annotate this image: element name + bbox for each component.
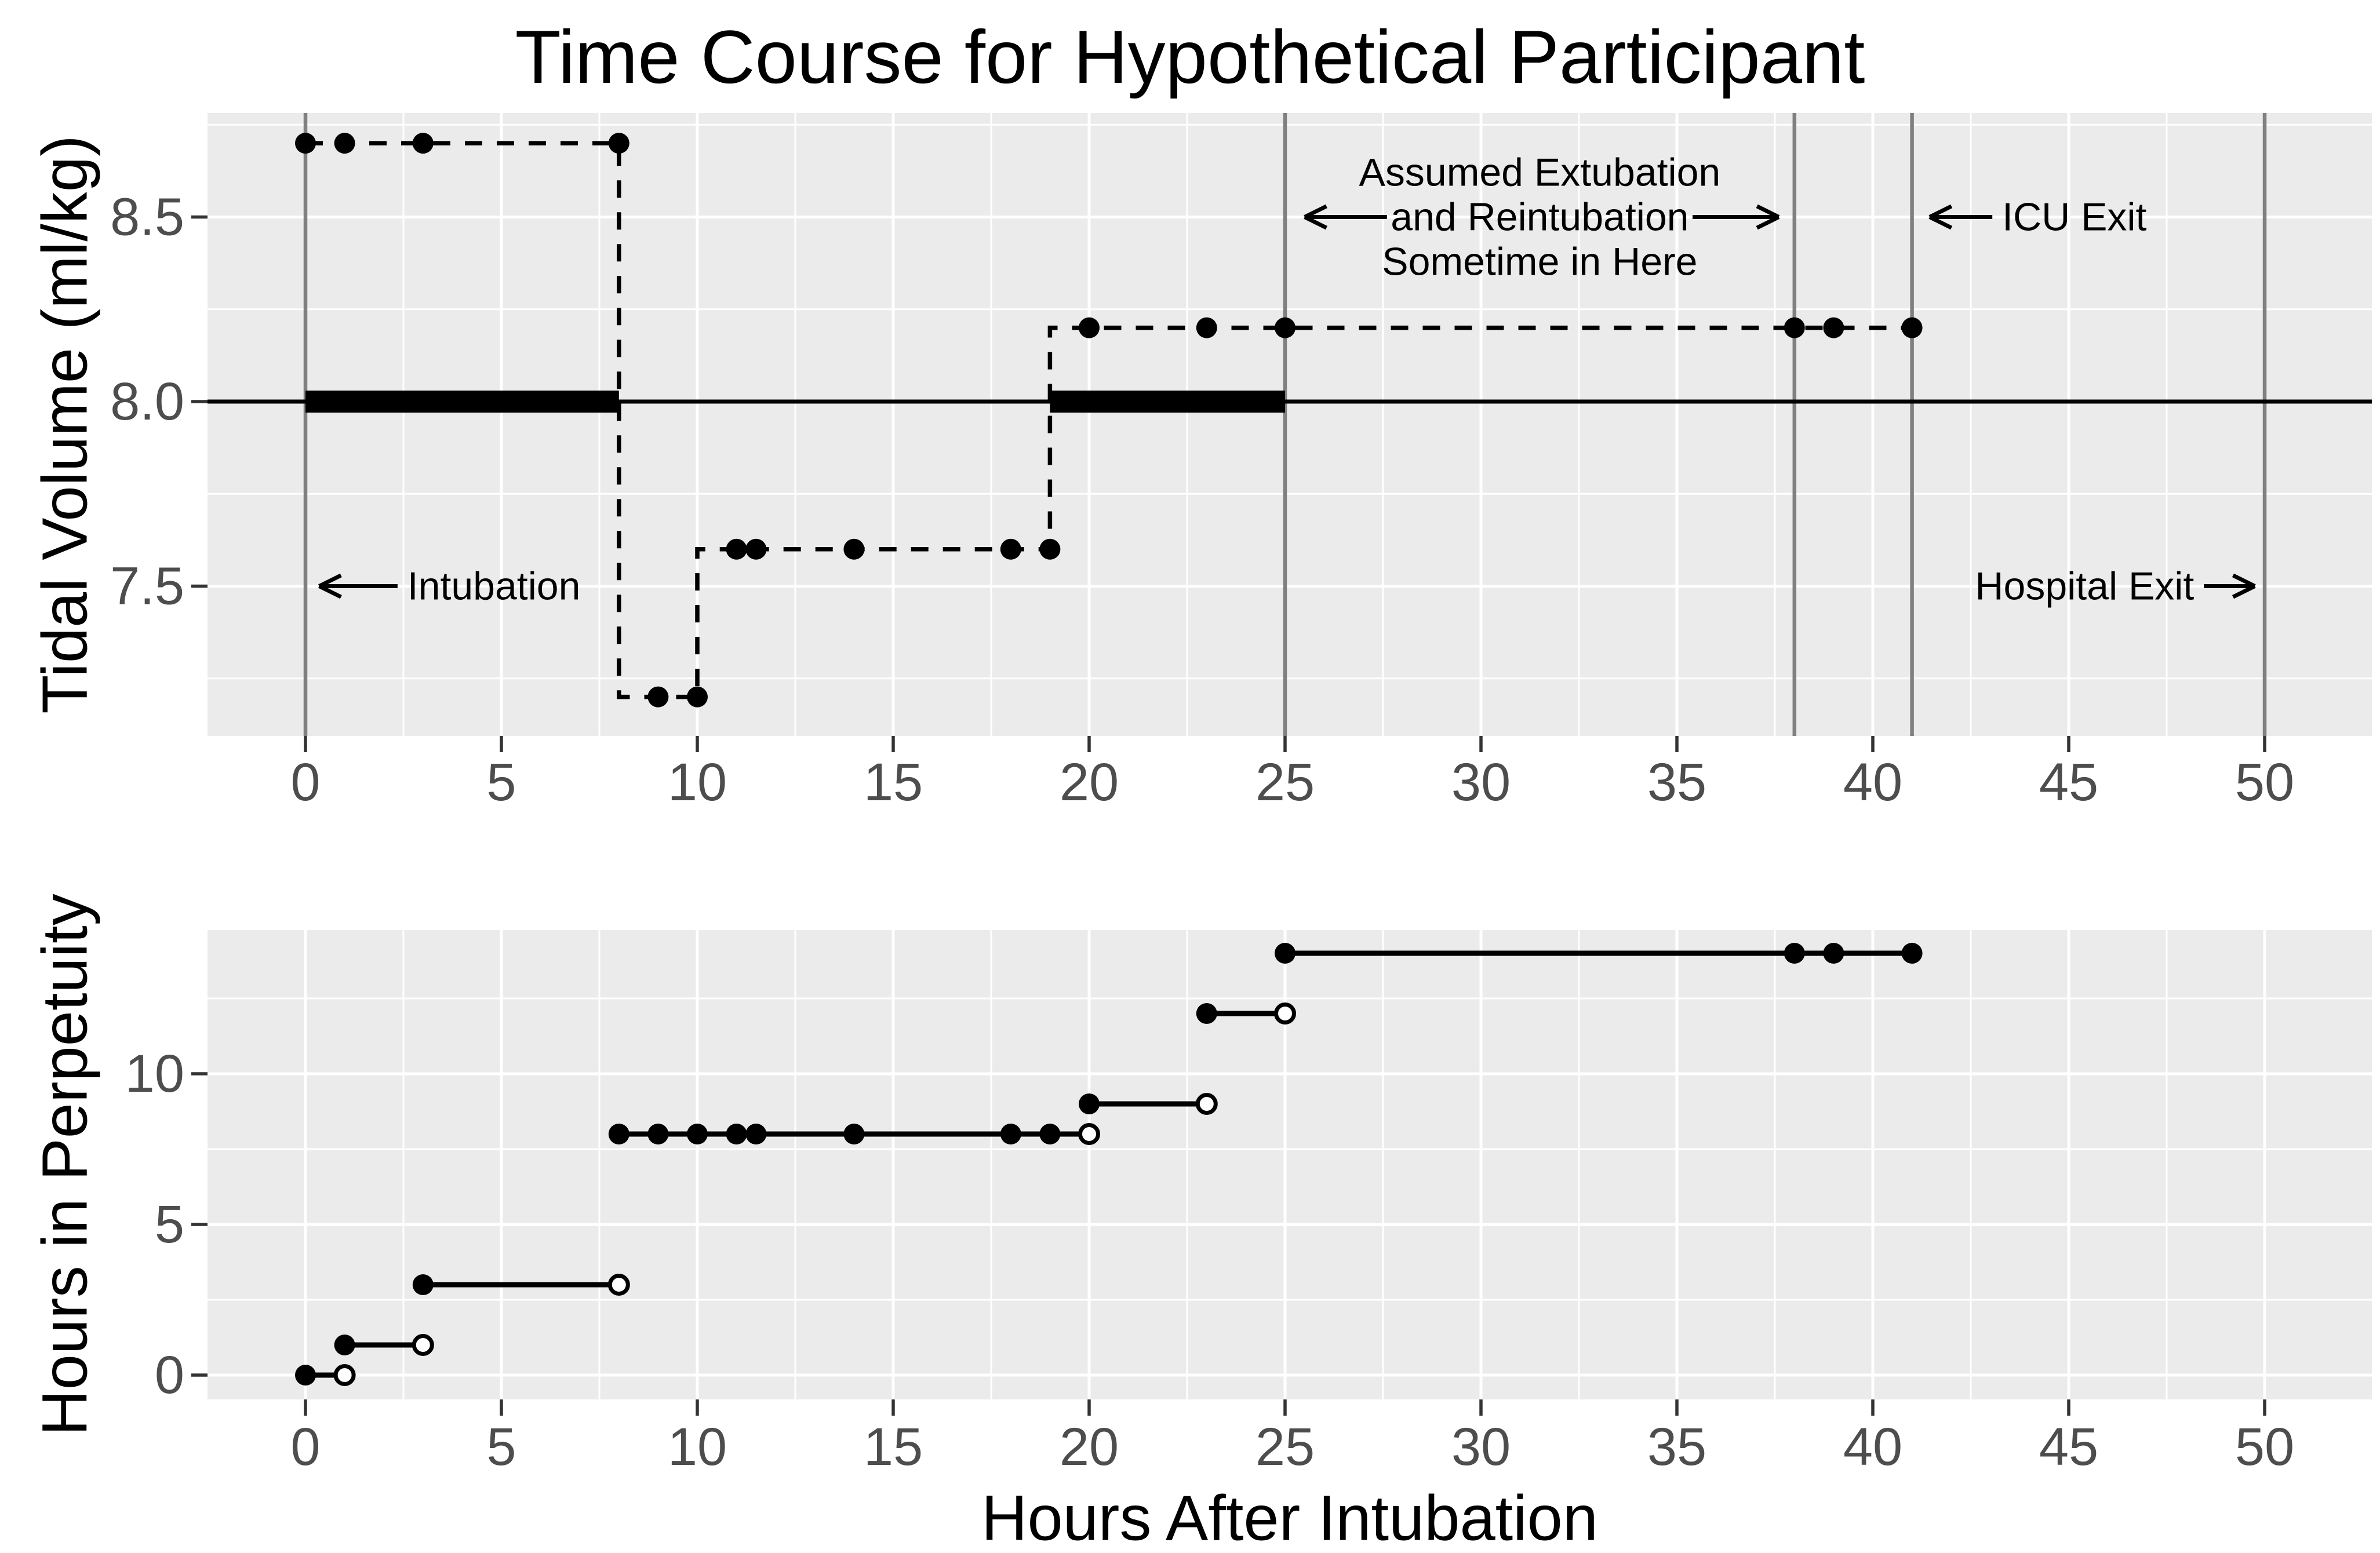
- annotation-icu-exit: ICU Exit: [2002, 195, 2146, 239]
- y-tick-label: 0: [155, 1346, 184, 1405]
- x-tick-label: 5: [486, 753, 516, 812]
- tidal-volume-point: [1079, 317, 1100, 338]
- tidal-volume-point: [295, 133, 316, 154]
- x-tick-label: 30: [1451, 753, 1511, 812]
- open-point: [1078, 1123, 1100, 1145]
- x-tick-label: 25: [1255, 753, 1315, 812]
- x-tick-label: 35: [1647, 1417, 1706, 1477]
- tidal-volume-point: [1039, 538, 1061, 560]
- y-tick-label: 10: [125, 1044, 184, 1103]
- y-tick-label: 7.5: [110, 557, 184, 616]
- tidal-volume-step-line: [305, 141, 1912, 699]
- open-point: [607, 1274, 630, 1296]
- annotation-hospital-exit: Hospital Exit: [1975, 564, 2194, 608]
- x-tick-label: 10: [668, 1417, 727, 1477]
- annotation-arrow-head: [2232, 573, 2256, 588]
- open-point: [412, 1334, 434, 1356]
- x-tick-label: 0: [290, 1417, 320, 1477]
- annotation-extubation-window: Sometime in Here: [1382, 240, 1697, 284]
- x-tick-label: 10: [668, 753, 727, 812]
- tidal-volume-point: [1000, 538, 1021, 560]
- open-point: [1274, 1002, 1296, 1025]
- y-tick-label: 8.5: [110, 188, 184, 247]
- x-tick-label: 35: [1647, 753, 1706, 812]
- open-point: [1195, 1093, 1218, 1115]
- annotation-arrow-head: [1756, 204, 1780, 219]
- closed-point: [843, 1124, 865, 1144]
- x-tick-label: 20: [1060, 1417, 1119, 1477]
- annotation-arrow-head: [1304, 215, 1327, 230]
- tidal-volume-point: [843, 538, 865, 560]
- closed-point: [1196, 1003, 1217, 1024]
- closed-point: [412, 1274, 434, 1295]
- annotation-intubation: Intubation: [407, 564, 581, 608]
- tidal-volume-point: [687, 686, 708, 708]
- x-tick-label: 50: [2235, 753, 2294, 812]
- tidal-volume-point: [1275, 317, 1295, 338]
- tidal-volume-point: [1784, 317, 1805, 338]
- annotation-arrow-head: [318, 584, 342, 599]
- annotation-extubation-window: and Reintubation: [1391, 195, 1688, 239]
- closed-point: [647, 1124, 669, 1144]
- annotation-arrow-head: [1304, 204, 1327, 219]
- x-tick-label: 45: [2039, 1417, 2098, 1477]
- tidal-volume-point: [1196, 317, 1217, 338]
- annotation-arrow-head: [1928, 215, 1953, 230]
- tidal-volume-point: [608, 133, 629, 154]
- x-tick-label: 15: [864, 1417, 923, 1477]
- annotation-arrow-head: [1756, 215, 1780, 230]
- y-tick-label: 5: [155, 1195, 184, 1254]
- closed-point: [726, 1124, 747, 1144]
- plot-title: Time Course for Hypothetical Participant: [515, 14, 1865, 99]
- annotation-arrow-head: [1928, 204, 1953, 219]
- annotation-arrow-head: [318, 573, 342, 588]
- x-tick-label: 15: [864, 753, 923, 812]
- y-axis-title-bottom: Hours in Perpetuity: [30, 894, 101, 1435]
- closed-point: [1901, 943, 1923, 964]
- tidal-volume-point: [745, 538, 767, 560]
- x-tick-label: 50: [2235, 1417, 2294, 1477]
- x-tick-label: 25: [1255, 1417, 1315, 1477]
- closed-point: [1784, 943, 1805, 964]
- open-point: [333, 1364, 356, 1386]
- x-axis-title: Hours After Intubation: [981, 1483, 1598, 1553]
- closed-point: [1039, 1124, 1061, 1144]
- tidal-volume-point: [412, 133, 434, 154]
- closed-point: [334, 1335, 355, 1355]
- closed-point: [687, 1124, 708, 1144]
- x-tick-label: 5: [486, 1417, 516, 1477]
- tidal-volume-point: [726, 538, 747, 560]
- x-tick-label: 40: [1843, 753, 1902, 812]
- annotation-arrow-head: [2232, 584, 2256, 599]
- closed-point: [745, 1124, 767, 1144]
- ventilation-bar: [305, 391, 619, 413]
- closed-point: [1000, 1124, 1021, 1144]
- x-tick-label: 45: [2039, 753, 2098, 812]
- closed-point: [1275, 943, 1295, 964]
- x-tick-label: 20: [1060, 753, 1119, 812]
- closed-point: [608, 1124, 629, 1144]
- tidal-volume-point: [1901, 317, 1923, 338]
- closed-point: [1079, 1093, 1100, 1114]
- tidal-volume-point: [647, 686, 669, 708]
- x-tick-label: 40: [1843, 1417, 1902, 1477]
- bottom-panel-background: [208, 930, 2372, 1399]
- y-tick-label: 8.0: [110, 372, 184, 431]
- tidal-volume-point: [334, 133, 355, 154]
- ventilation-bar: [1050, 391, 1285, 413]
- closed-point: [1823, 943, 1844, 964]
- closed-point: [295, 1365, 316, 1386]
- x-tick-label: 30: [1451, 1417, 1511, 1477]
- y-axis-title-top: Tidal Volume (ml/kg): [30, 135, 101, 713]
- tidal-volume-point: [1823, 317, 1844, 338]
- annotation-extubation-window: Assumed Extubation: [1359, 151, 1721, 195]
- x-tick-label: 0: [290, 753, 320, 812]
